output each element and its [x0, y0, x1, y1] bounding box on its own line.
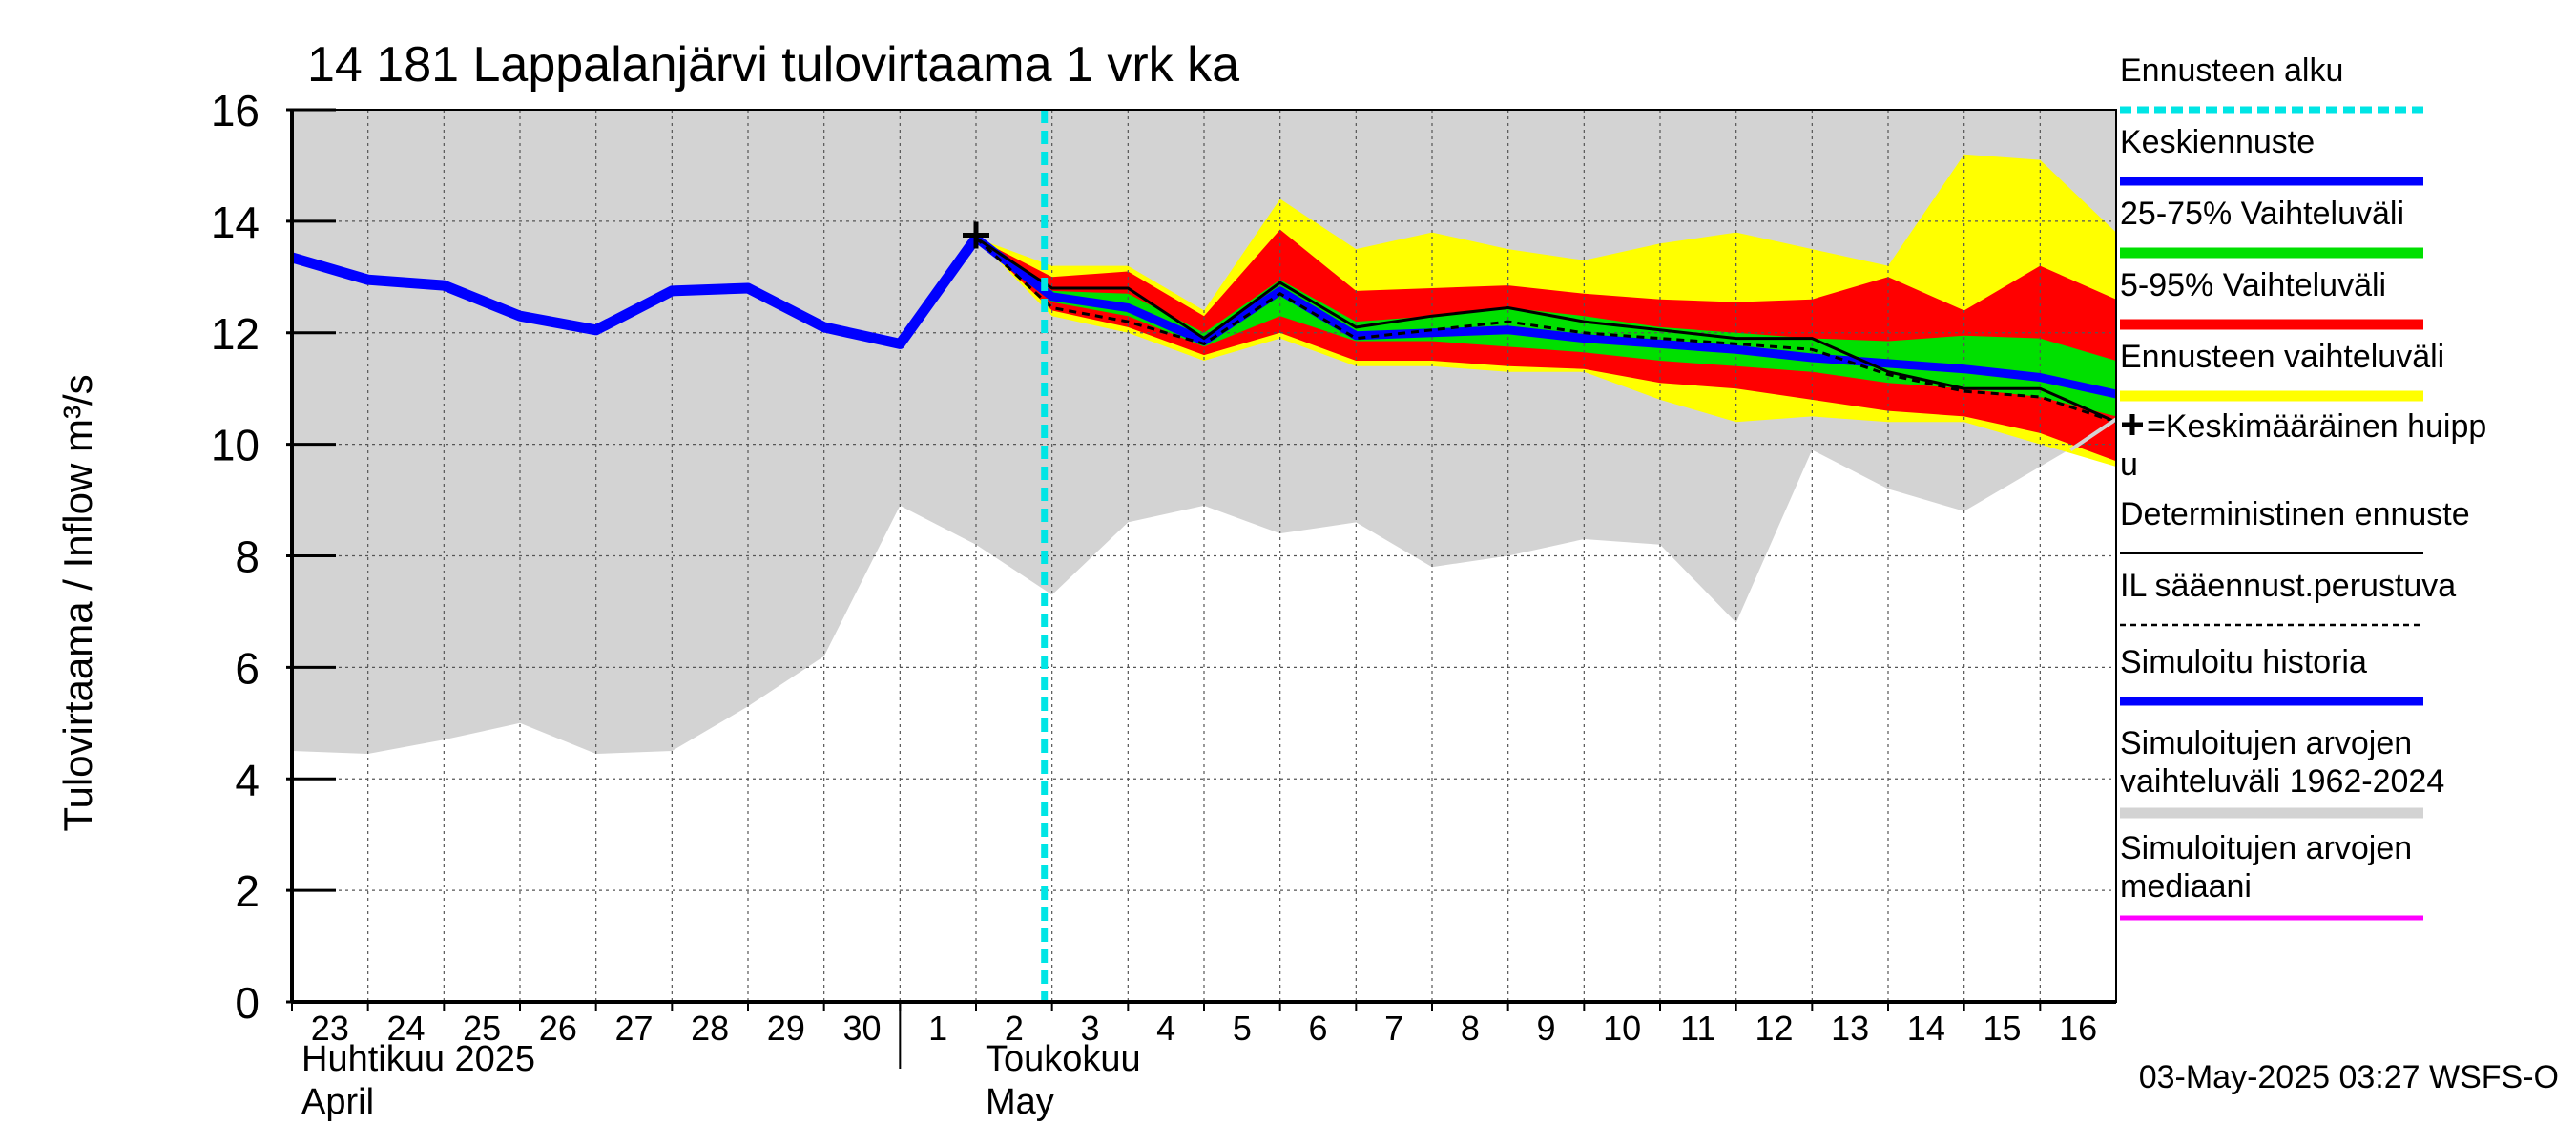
x-tick-label: 15 [1983, 1009, 2021, 1048]
legend-label-line2: mediaani [2120, 868, 2252, 905]
x-tick-label: 8 [1461, 1009, 1480, 1048]
legend-label: 5-95% Vaihteluväli [2120, 267, 2386, 303]
y-tick-label: 10 [211, 421, 260, 470]
x-tick-label: 23 [311, 1009, 349, 1048]
mean-peak-marker [963, 221, 989, 249]
x-tick-label: 1 [928, 1009, 947, 1048]
x-tick-label: 28 [691, 1009, 729, 1048]
legend: Ennusteen alku Keskiennuste 25-75% Vaihtel… [2120, 52, 2486, 921]
x-tick-labels: 23 24 25 26 27 28 29 30 1 2 3 4 5 6 7 8 9 10 11 12 13 14 15 16 [291, 1002, 2097, 1048]
end-connector-line [2069, 417, 2118, 452]
legend-marker-mean-peak [2122, 414, 2143, 435]
legend-label: IL sääennust.perustuva [2120, 568, 2456, 604]
y-tick-label: 14 [211, 198, 260, 247]
legend-label: Ennusteen alku [2120, 52, 2343, 89]
x-tick-label: 26 [539, 1009, 577, 1048]
y-tick-label: 16 [211, 86, 260, 135]
y-tick-label: 6 [235, 643, 260, 693]
x-tick-label: 30 [842, 1009, 881, 1048]
legend-label: =Keskimääräinen huipp [2147, 408, 2486, 445]
x-tick-label: 7 [1384, 1009, 1403, 1048]
series-lines [290, 110, 2118, 1002]
legend-label-line2: vaihteluväli 1962-2024 [2120, 763, 2444, 800]
legend-label: Simuloitujen arvojen [2120, 830, 2412, 866]
legend-label: Simuloitu historia [2120, 644, 2367, 680]
simulated-history-line [290, 235, 981, 349]
x-tick-label: 4 [1156, 1009, 1175, 1048]
x-tick-label: 9 [1536, 1009, 1555, 1048]
legend-label: 25-75% Vaihteluväli [2120, 196, 2404, 232]
legend-label: Simuloitujen arvojen [2120, 725, 2412, 761]
y-tick-label: 8 [235, 532, 260, 582]
footer-timestamp: 03-May-2025 03:27 WSFS-O [2139, 1059, 2559, 1095]
chart-title: 14 181 Lappalanjärvi tulovirtaama 1 vrk … [307, 37, 1239, 93]
x-tick-label: 11 [1680, 1009, 1715, 1048]
y-tick-label: 0 [235, 978, 260, 1028]
legend-label-line2: u [2120, 447, 2138, 483]
y-tick-label: 2 [235, 866, 260, 916]
x-tick-label: 3 [1080, 1009, 1099, 1048]
x-tick-label: 5 [1233, 1009, 1252, 1048]
grid-lines [292, 109, 2116, 1002]
month-label-fi: Huhtikuu 2025 [301, 1039, 535, 1079]
y-axis-label: Tulovirtaama / Inflow m³/s [55, 374, 100, 831]
x-tick-label: 6 [1308, 1009, 1327, 1048]
month-label-fi: Toukokuu [986, 1039, 1141, 1079]
x-tick-label: 24 [386, 1009, 425, 1048]
x-tick-label: 29 [767, 1009, 805, 1048]
x-tick-label: 10 [1603, 1009, 1641, 1048]
il-forecast-line [974, 237, 2117, 424]
x-tick-label: 13 [1831, 1009, 1869, 1048]
deterministic-forecast-line [975, 237, 2117, 424]
y-tick-label: 12 [211, 309, 260, 359]
x-tick-label: 16 [2059, 1009, 2097, 1048]
x-tick-label: 12 [1755, 1009, 1793, 1048]
mean-forecast-line [973, 234, 2117, 399]
month-label-en: May [986, 1082, 1054, 1122]
x-tick-label: 27 [614, 1009, 653, 1048]
legend-label: Deterministinen ennuste [2120, 496, 2470, 532]
x-tick-label: 14 [1907, 1009, 1945, 1048]
month-label-en: April [301, 1082, 374, 1122]
y-tick-label: 4 [235, 755, 260, 804]
legend-label: Ennusteen vaihteluväli [2120, 339, 2444, 375]
x-tick-label: 2 [1005, 1009, 1024, 1048]
legend-label: Keskiennuste [2120, 124, 2315, 160]
x-tick-label: 25 [463, 1009, 501, 1048]
